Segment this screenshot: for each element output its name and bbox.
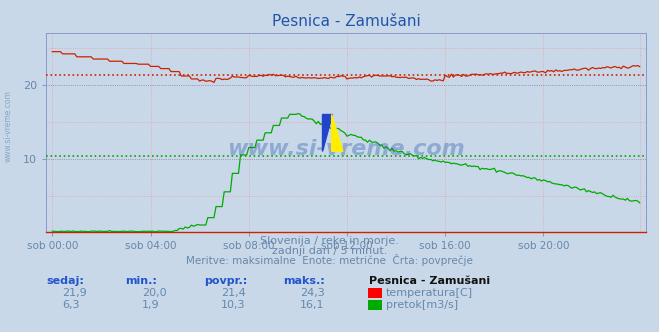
Text: www.si-vreme.com: www.si-vreme.com	[3, 90, 13, 162]
Text: zadnji dan / 5 minut.: zadnji dan / 5 minut.	[272, 246, 387, 256]
Polygon shape	[331, 114, 343, 151]
Polygon shape	[322, 114, 331, 151]
Text: www.si-vreme.com: www.si-vreme.com	[227, 139, 465, 159]
Text: 20,0: 20,0	[142, 288, 166, 298]
Title: Pesnica - Zamušani: Pesnica - Zamušani	[272, 14, 420, 29]
Text: maks.:: maks.:	[283, 276, 325, 286]
Text: Pesnica - Zamušani: Pesnica - Zamušani	[369, 276, 490, 286]
Text: 21,9: 21,9	[63, 288, 88, 298]
Text: Meritve: maksimalne  Enote: metrične  Črta: povprečje: Meritve: maksimalne Enote: metrične Črta…	[186, 254, 473, 266]
Text: 6,3: 6,3	[63, 300, 80, 310]
Text: 10,3: 10,3	[221, 300, 245, 310]
Text: 1,9: 1,9	[142, 300, 159, 310]
Text: 16,1: 16,1	[300, 300, 324, 310]
Text: povpr.:: povpr.:	[204, 276, 248, 286]
Text: 24,3: 24,3	[300, 288, 325, 298]
Text: 21,4: 21,4	[221, 288, 246, 298]
Text: pretok[m3/s]: pretok[m3/s]	[386, 300, 457, 310]
Text: temperatura[C]: temperatura[C]	[386, 288, 473, 298]
Text: Slovenija / reke in morje.: Slovenija / reke in morje.	[260, 236, 399, 246]
Text: min.:: min.:	[125, 276, 157, 286]
Text: sedaj:: sedaj:	[46, 276, 84, 286]
